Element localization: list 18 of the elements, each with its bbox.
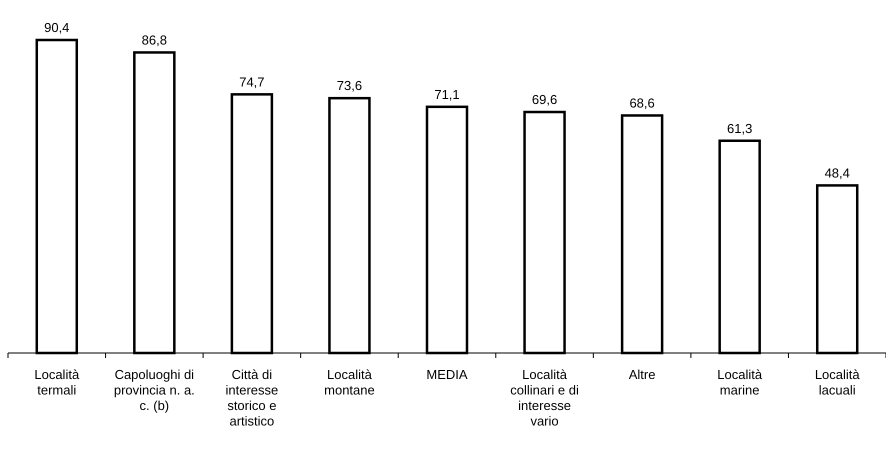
x-tick-label: Località marine: [717, 367, 763, 398]
data-label: 74,7: [239, 74, 265, 90]
x-tick-label: Località collinari e di interesse vario: [510, 367, 579, 428]
x-tick-label: MEDIA: [426, 367, 468, 382]
x-tick-label: Città di interesse storico e artistico: [226, 367, 278, 428]
data-label: 86,8: [142, 32, 167, 48]
x-tick-label: Località termali: [34, 367, 80, 398]
x-tick-label: Capoluoghi di provincia n. a. c. (b): [114, 367, 195, 413]
data-label: 68,6: [629, 95, 655, 110]
data-label: 48,4: [824, 165, 850, 180]
data-label: 90,4: [44, 20, 70, 35]
data-label: 71,1: [434, 86, 460, 102]
x-tick-label: Località montane: [324, 367, 375, 398]
x-tick-label: Altre: [628, 367, 656, 382]
data-label: 73,6: [336, 78, 362, 94]
data-label: 69,6: [532, 92, 558, 108]
data-label: 61,3: [727, 120, 752, 136]
x-tick-label: Località lacuali: [814, 367, 860, 398]
